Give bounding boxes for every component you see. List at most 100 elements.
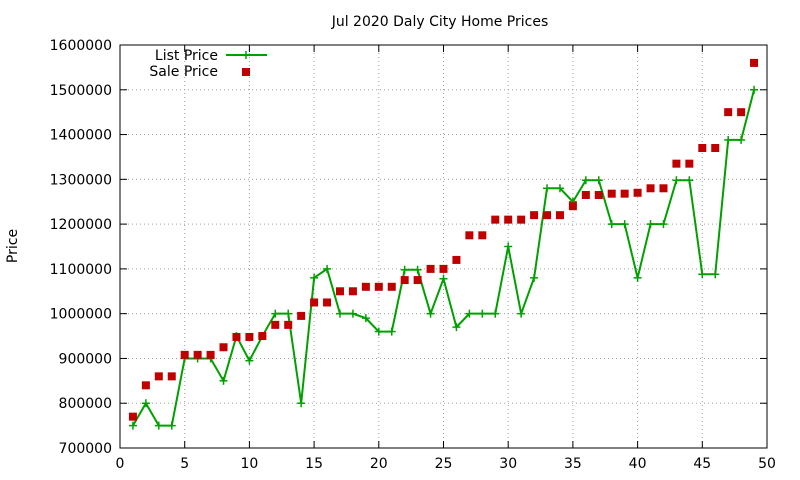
list-price-point bbox=[594, 176, 603, 185]
sale-price-point bbox=[620, 189, 629, 198]
x-tick-label: 15 bbox=[305, 456, 323, 472]
sale-price-point bbox=[154, 372, 163, 381]
list-price-point bbox=[530, 273, 539, 282]
list-price-point bbox=[646, 220, 655, 229]
sale-price-point bbox=[180, 350, 189, 359]
sale-price-point bbox=[284, 320, 293, 329]
legend-swatches bbox=[226, 51, 267, 76]
list-price-point bbox=[698, 270, 707, 279]
sale-price-point bbox=[737, 108, 746, 117]
list-price-point bbox=[491, 309, 500, 318]
x-tick-label: 25 bbox=[435, 456, 453, 472]
sale-price-point bbox=[232, 332, 241, 341]
sale-price-point bbox=[141, 381, 150, 390]
list-price-point bbox=[685, 176, 694, 185]
sale-price-point bbox=[323, 298, 332, 307]
list-price-point bbox=[310, 273, 319, 282]
list-price-point bbox=[284, 309, 293, 318]
list-price-point bbox=[128, 421, 137, 430]
list-price-point bbox=[141, 399, 150, 408]
list-price-point bbox=[271, 309, 280, 318]
list-price-point bbox=[154, 421, 163, 430]
list-price-point bbox=[335, 309, 344, 318]
list-price-point bbox=[478, 309, 487, 318]
sale-price-point bbox=[219, 343, 228, 352]
sale-price-point bbox=[310, 298, 319, 307]
legend-swatch-list-price-marker bbox=[242, 51, 250, 59]
y-tick-label: 1400000 bbox=[50, 128, 112, 144]
sale-price-point bbox=[374, 282, 383, 291]
sale-price-point bbox=[478, 231, 487, 240]
list-price-point bbox=[426, 309, 435, 318]
sale-price-point bbox=[685, 159, 694, 168]
x-tick-label: 35 bbox=[564, 456, 582, 472]
list-price-point bbox=[245, 356, 254, 365]
sale-price-point bbox=[413, 276, 422, 285]
list-price-point bbox=[659, 220, 668, 229]
sale-price-point bbox=[439, 264, 448, 273]
list-price-point bbox=[387, 327, 396, 336]
legend-label-list-price: List Price bbox=[155, 48, 218, 64]
sale-price-point bbox=[711, 143, 720, 152]
list-price-point bbox=[750, 85, 759, 94]
sale-price-point bbox=[724, 108, 733, 117]
y-tick-label: 700000 bbox=[59, 441, 112, 457]
axis-ticks: 700000 800000 900000 1000000 1100000 1200000 1… bbox=[50, 38, 776, 472]
legend-label-sale-price: Sale Price bbox=[149, 64, 218, 80]
list-price-point bbox=[361, 314, 370, 323]
y-tick-label: 800000 bbox=[59, 396, 112, 412]
sale-price-point bbox=[361, 282, 370, 291]
sale-price-point bbox=[646, 184, 655, 193]
sale-price-point bbox=[530, 211, 539, 220]
sale-price-point bbox=[335, 287, 344, 296]
x-tick-label: 30 bbox=[499, 456, 517, 472]
y-tick-label: 900000 bbox=[59, 351, 112, 367]
sale-price-point bbox=[672, 159, 681, 168]
list-price-point bbox=[607, 220, 616, 229]
list-price-point bbox=[711, 270, 720, 279]
list-price-point bbox=[297, 399, 306, 408]
y-tick-label: 1500000 bbox=[50, 83, 112, 99]
list-price-point bbox=[620, 220, 629, 229]
sale-price-point bbox=[555, 211, 564, 220]
sale-price-point bbox=[491, 215, 500, 224]
sale-price-point bbox=[426, 264, 435, 273]
sale-price-point bbox=[206, 350, 215, 359]
x-tick-label: 20 bbox=[370, 456, 388, 472]
list-price-point bbox=[737, 135, 746, 144]
sale-price-point bbox=[465, 231, 474, 240]
sale-price-point bbox=[594, 191, 603, 200]
list-price-point bbox=[517, 309, 526, 318]
sale-price-point bbox=[633, 188, 642, 197]
x-tick-label: 45 bbox=[693, 456, 711, 472]
sale-price-point bbox=[607, 189, 616, 198]
y-tick-label: 1000000 bbox=[50, 307, 112, 323]
y-tick-label: 1600000 bbox=[50, 38, 112, 54]
list-price-point bbox=[439, 274, 448, 283]
sale-price-point bbox=[452, 255, 461, 264]
sale-price-point bbox=[297, 311, 306, 320]
sale-price-point bbox=[193, 350, 202, 359]
y-axis-label: Price bbox=[5, 229, 21, 263]
list-price-point bbox=[167, 421, 176, 430]
list-price-point bbox=[555, 184, 564, 193]
list-price-point bbox=[323, 264, 332, 273]
sale-price-point bbox=[245, 332, 254, 341]
x-tick-label: 50 bbox=[758, 456, 776, 472]
sale-price-point bbox=[517, 215, 526, 224]
y-tick-label: 1200000 bbox=[50, 217, 112, 233]
sale-price-point bbox=[698, 143, 707, 152]
sale-price-point bbox=[504, 215, 513, 224]
list-price-point bbox=[400, 265, 409, 274]
sale-price-point bbox=[568, 202, 577, 211]
y-tick-label: 1100000 bbox=[50, 262, 112, 278]
sale-price-point bbox=[659, 184, 668, 193]
sale-price-point bbox=[543, 211, 552, 220]
list-price-point bbox=[374, 327, 383, 336]
list-price-point bbox=[543, 184, 552, 193]
list-price-point bbox=[413, 265, 422, 274]
x-tick-label: 10 bbox=[240, 456, 258, 472]
list-price-point bbox=[219, 376, 228, 385]
sale-price-point bbox=[387, 282, 396, 291]
